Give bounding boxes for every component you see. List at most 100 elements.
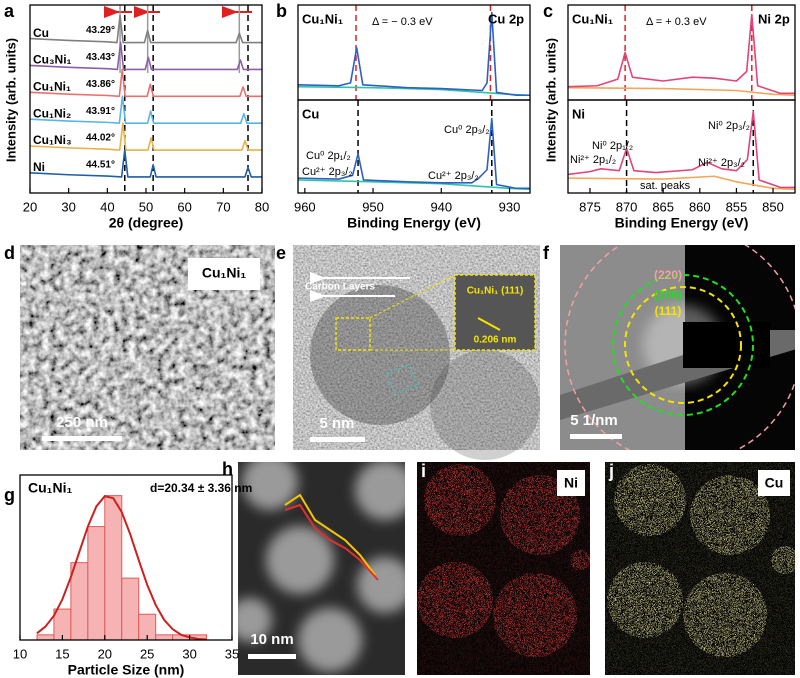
- spacing-mark: [477, 317, 501, 331]
- series-line: [29, 14, 262, 44]
- x-tick-label: 20: [23, 199, 37, 214]
- x-tick-label: 950: [362, 199, 384, 214]
- x-tick-label: 40: [100, 199, 114, 214]
- x-tick-label: 865: [652, 199, 674, 214]
- panel-letter: j: [608, 461, 614, 481]
- histogram-bar: [121, 577, 140, 641]
- series-line: [297, 11, 530, 97]
- plot-frame: [19, 474, 233, 641]
- peak-annotation: 43.43°: [86, 52, 115, 63]
- panel-letter: f: [543, 243, 550, 263]
- series-label: Cu₃Ni₁: [33, 53, 72, 67]
- plot-label: Δ = − 0.3 eV: [372, 16, 433, 28]
- particles: [238, 462, 405, 672]
- fit-line: [36, 495, 207, 641]
- x-tick-label: 80: [255, 199, 269, 214]
- x-tick-label: 930: [499, 199, 521, 214]
- x-tick-label: 25: [140, 646, 154, 661]
- series-line: [29, 41, 262, 71]
- peak-annotation: 44.02°: [86, 133, 115, 144]
- x-tick-label: 860: [689, 199, 711, 214]
- peak-annotation: 43.86°: [86, 79, 115, 90]
- particle: [430, 350, 540, 460]
- series-line: [567, 175, 796, 191]
- series-label: Ni: [33, 160, 45, 174]
- plot-label: Cu⁰ 2p₃/₂: [444, 124, 490, 136]
- ring: [624, 286, 742, 404]
- peak-annotation: 43.91°: [86, 106, 115, 117]
- label-box: [557, 470, 585, 496]
- panel-letter: i: [421, 461, 426, 481]
- panel-letter: b: [276, 1, 287, 21]
- series-label: Cu₁Ni₂: [33, 106, 71, 120]
- inset-label: Cu₁Ni₁ (111): [467, 286, 524, 297]
- scale-bar: [570, 434, 622, 439]
- x-axis-label: Binding Energy (eV): [615, 215, 749, 231]
- plot-label: Cu 2p: [488, 11, 524, 26]
- line-profile: [284, 503, 379, 581]
- inset: [454, 274, 536, 351]
- panel-letter: d: [4, 243, 15, 263]
- plot-label: Δ = + 0.3 eV: [646, 16, 707, 28]
- plot-label: Cu²⁺ 2p₃/₂: [302, 166, 353, 178]
- x-tick-label: 20: [98, 646, 112, 661]
- x-tick-label: 30: [61, 199, 75, 214]
- panel-letter: h: [222, 459, 233, 479]
- x-tick-label: 30: [182, 646, 196, 661]
- histogram-bar: [36, 634, 55, 641]
- chart-title: Cu₁Ni₁: [28, 480, 72, 496]
- x-tick-label: 70: [216, 199, 230, 214]
- plot-label: Cu: [302, 106, 319, 121]
- scale-text: 5 nm: [319, 415, 354, 432]
- series-line: [29, 68, 262, 98]
- plot-frame: [29, 4, 263, 194]
- x-tick-label: 875: [579, 199, 601, 214]
- x-tick-label: 870: [616, 199, 638, 214]
- series-line: [29, 149, 262, 178]
- saed-image: [560, 245, 795, 450]
- plot-label: Ni 2p: [758, 11, 790, 26]
- x-axis-label: Particle Size (nm): [68, 662, 185, 678]
- ring-label: (220): [654, 268, 682, 282]
- scale-bar: [42, 436, 122, 441]
- plot-frame: [567, 99, 796, 194]
- series-line: [29, 122, 262, 151]
- y-axis-label: Intensity (arb. units): [543, 38, 558, 162]
- zoom-line: [369, 274, 456, 319]
- label-box: [758, 470, 790, 496]
- ring-label: (200): [654, 288, 682, 302]
- series-label: Cu₁Ni₃: [33, 133, 72, 147]
- line-profile: [284, 493, 376, 576]
- series-label: Cu: [33, 26, 49, 40]
- scale-text: 5 1/nm: [570, 412, 618, 429]
- scale-bar: [248, 654, 296, 659]
- histogram-bar: [87, 526, 106, 641]
- plot-label: Cu²⁺ 2p₃/₂: [428, 170, 479, 182]
- peak-annotation: 44.51°: [86, 160, 115, 171]
- scale-bar: [310, 437, 365, 442]
- histogram-bar: [104, 495, 123, 641]
- plot-label: Ni⁰ 2p₃/₂: [708, 120, 750, 132]
- fit-annotation: d=20.34 ± 3.36 nm: [150, 481, 252, 495]
- image-label: Ni: [564, 475, 578, 491]
- ring: [612, 274, 754, 416]
- histogram-bar: [70, 562, 89, 641]
- x-tick-label: 50: [139, 199, 153, 214]
- beam-stop: [683, 322, 770, 368]
- x-tick-label: 960: [294, 199, 316, 214]
- scale-text: 10 nm: [250, 631, 293, 648]
- eds-cu-map: [607, 464, 799, 657]
- series-label: Cu₁Ni₁: [33, 79, 71, 93]
- region-box: [386, 363, 418, 395]
- panel-letter: e: [276, 243, 286, 263]
- plot-label: Cu₁Ni₁: [572, 11, 613, 26]
- scale-text: 250 nm: [56, 414, 108, 431]
- ring: [564, 245, 795, 450]
- series-line: [567, 13, 795, 95]
- series-line: [297, 117, 530, 190]
- spacing-label: 0.206 nm: [474, 335, 517, 346]
- x-tick-label: 940: [430, 199, 452, 214]
- x-axis-label: 2θ (degree): [109, 215, 183, 231]
- histogram-bar: [155, 634, 174, 641]
